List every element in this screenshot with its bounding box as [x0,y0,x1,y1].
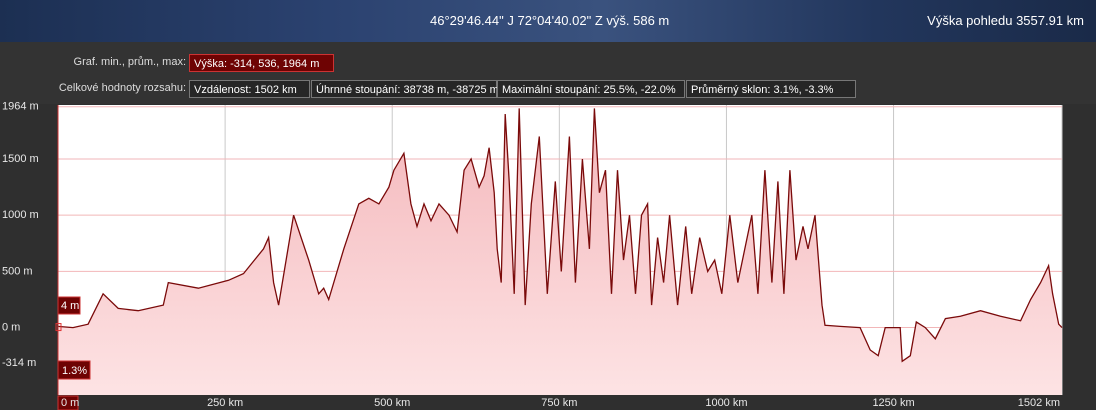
x-tick-label: 500 km [374,397,410,409]
x-tick-label: 1502 km [1018,397,1060,409]
x-tick-label: 0 m [61,397,79,409]
x-tick-label: 250 km [207,397,243,409]
y-tick-label: 1500 m [2,153,39,165]
y-tick-label: 0 m [2,321,20,333]
x-tick-label: 1000 km [705,397,747,409]
cursor-elevation: 4 m [61,300,79,312]
elevation-profile-window: 46°29'46.44" J 72°04'40.02" Z výš. 586 m… [0,0,1096,410]
x-tick-label: 1250 km [872,397,914,409]
y-tick-label: 1964 m [2,101,39,113]
cursor-slope: 1.3% [62,365,87,377]
x-tick-label: 750 km [541,397,577,409]
y-tick-label: -314 m [2,357,36,369]
y-tick-label: 500 m [2,265,33,277]
y-tick-label: 1000 m [2,209,39,221]
chart: 1964 m 1500 m 1000 m 500 m 0 m -314 m 0 m 250 k… [0,0,1096,410]
